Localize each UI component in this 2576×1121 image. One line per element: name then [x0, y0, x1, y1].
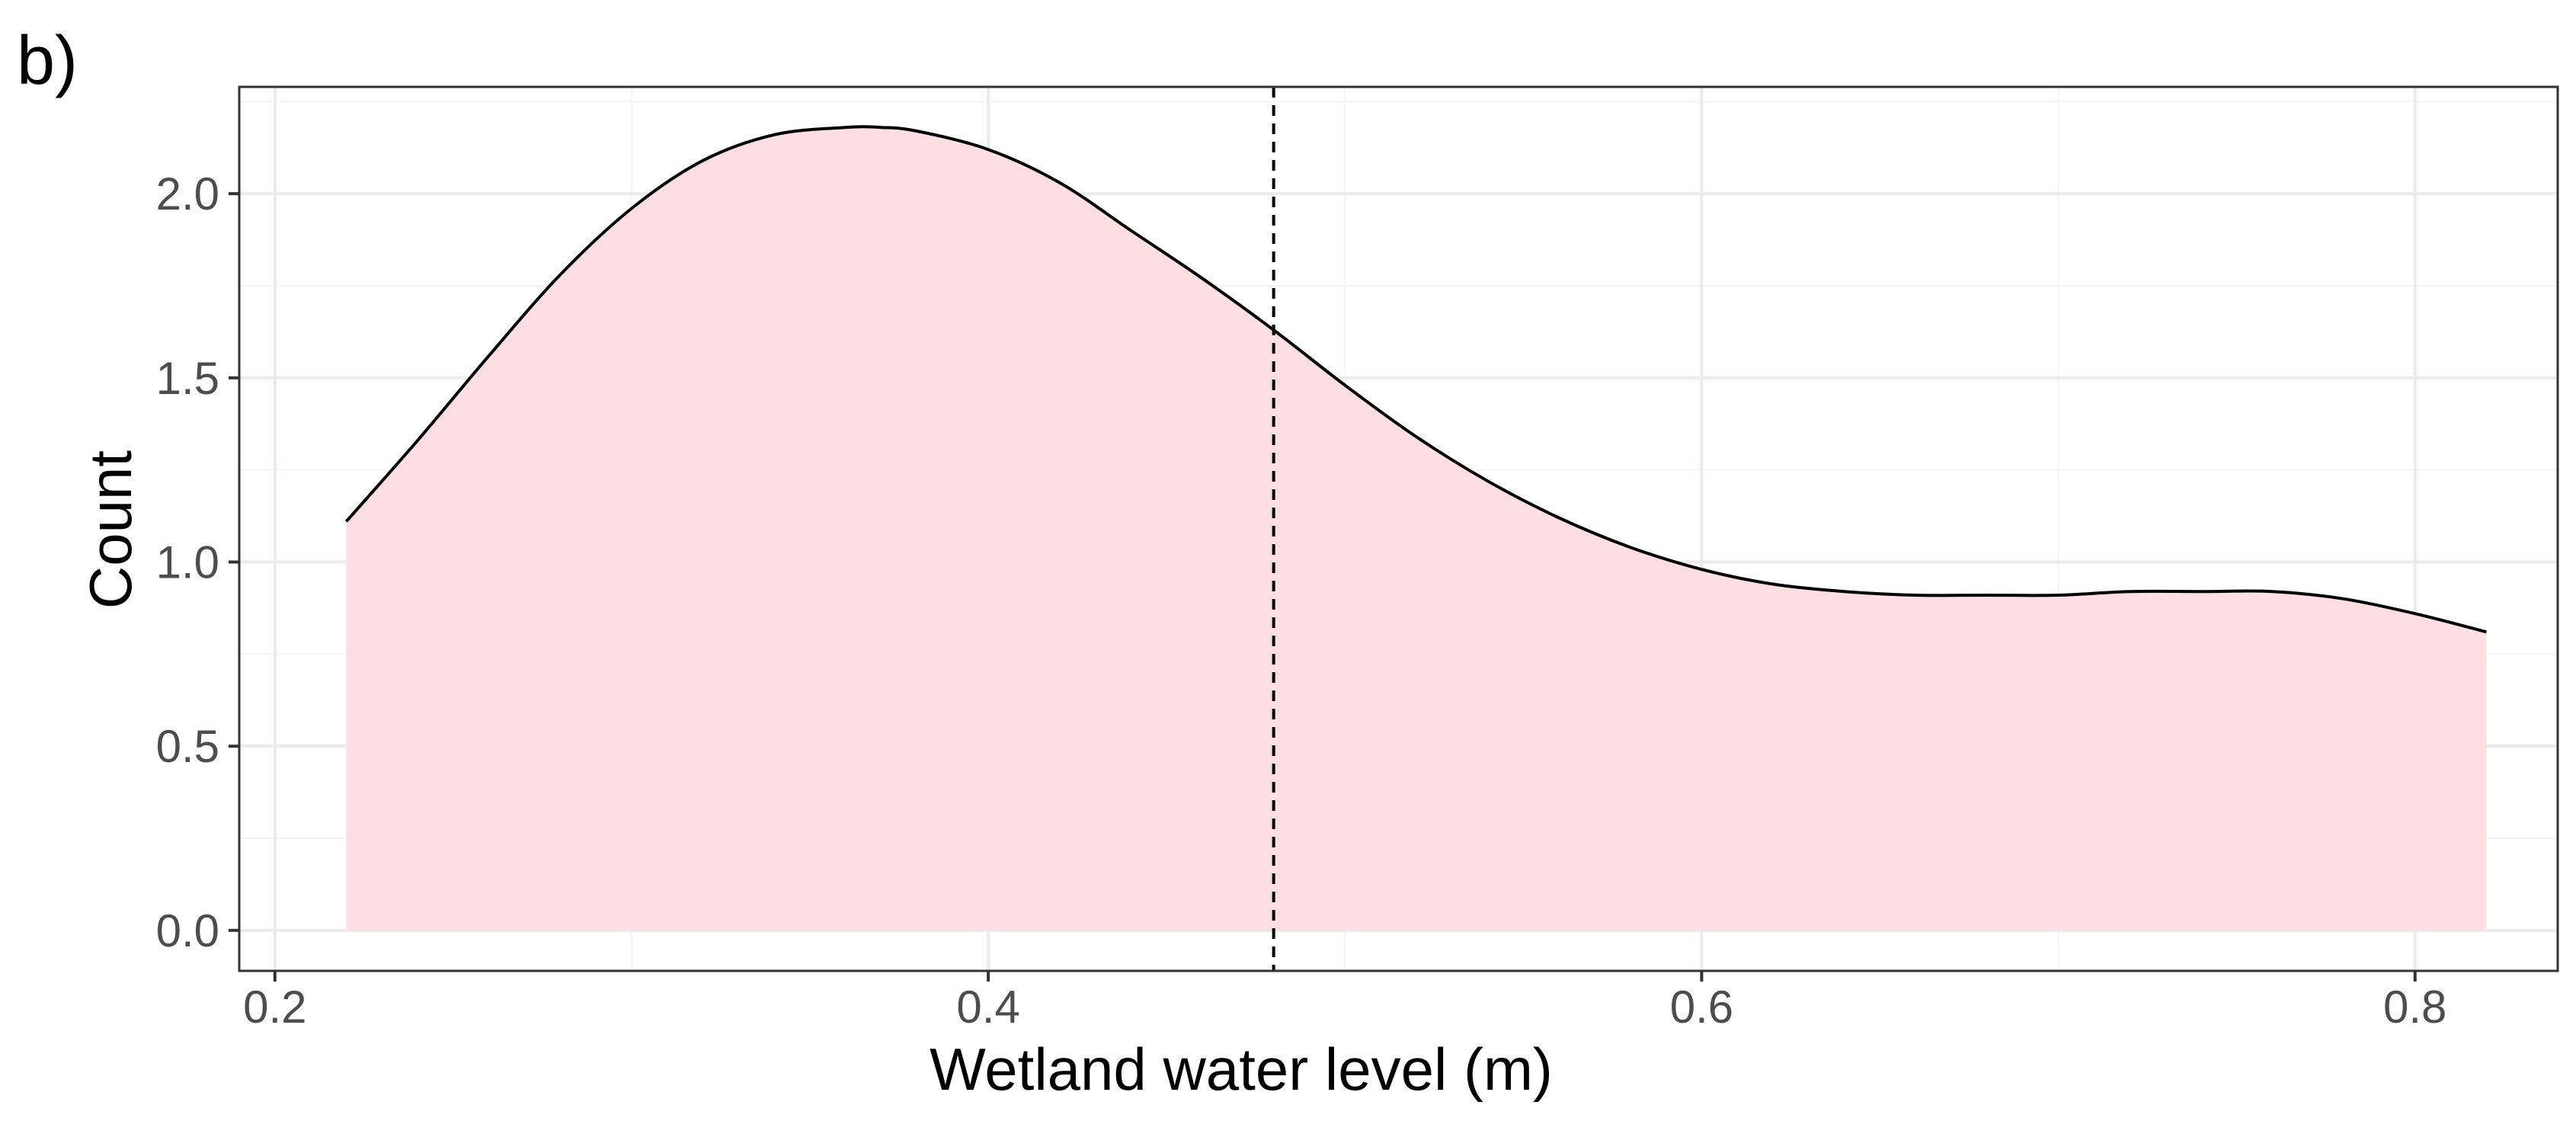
- x-tick-label: 0.2: [243, 982, 306, 1033]
- density-area: [346, 127, 2487, 930]
- panel-tag: b): [17, 23, 78, 99]
- x-axis-ticks: 0.2 0.4 0.6 0.8: [243, 971, 2446, 1033]
- panel-border-group: [238, 85, 2559, 972]
- y-tick-label: 0.0: [156, 905, 219, 956]
- y-axis-title: Count: [77, 450, 144, 609]
- y-axis-ticks: 0.0 0.5 1.0 1.5 2.0: [156, 168, 239, 956]
- density-fill-group: [346, 127, 2487, 930]
- x-axis-title: Wetland water level (m): [930, 1036, 1553, 1103]
- panel-border: [238, 85, 2559, 972]
- y-tick-label: 1.5: [156, 353, 219, 404]
- x-tick-label: 0.6: [1670, 982, 1733, 1033]
- y-tick-label: 0.5: [156, 721, 219, 772]
- x-tick-label: 0.4: [956, 982, 1019, 1033]
- y-tick-label: 2.0: [156, 168, 219, 219]
- x-tick-label: 0.8: [2383, 982, 2446, 1033]
- density-line-group: [344, 125, 2487, 634]
- y-tick-label: 1.0: [156, 537, 219, 588]
- density-curve: [344, 125, 2487, 634]
